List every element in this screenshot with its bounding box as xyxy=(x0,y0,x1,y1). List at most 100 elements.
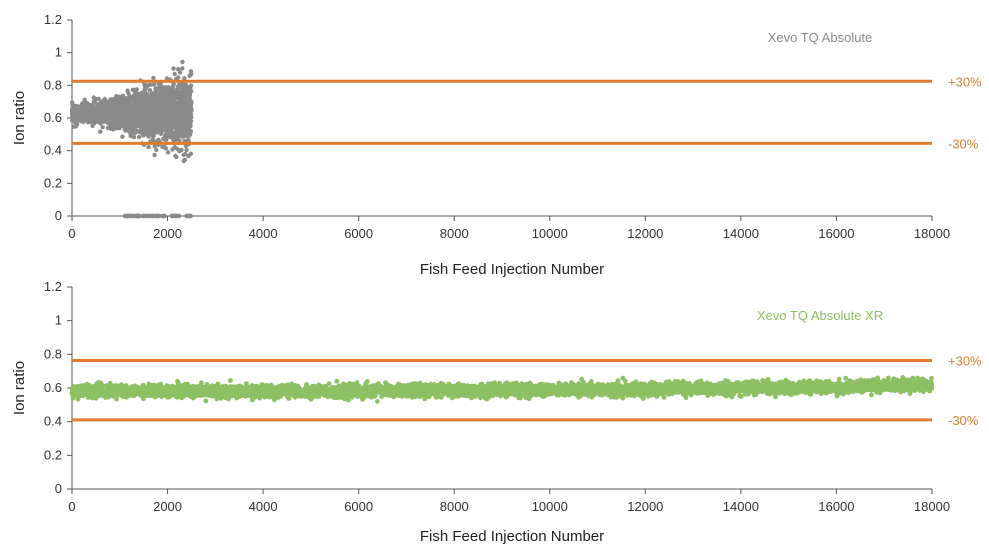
scatter-point xyxy=(148,82,153,88)
scatter-point xyxy=(132,114,137,120)
scatter-point xyxy=(149,213,155,219)
scatter-point xyxy=(127,116,132,121)
scatter-point xyxy=(176,67,181,72)
scatter-point xyxy=(146,134,151,139)
scatter-point xyxy=(105,125,111,131)
scatter-point xyxy=(90,123,95,128)
scatter-point xyxy=(166,101,171,106)
scatter-point xyxy=(70,116,75,121)
chart-panel-bottom: 00.20.40.60.811.20 2000 4000 6000 8000 10000 1… xyxy=(11,279,982,545)
y-tick-label: 0 xyxy=(55,208,62,223)
x-tick-label: 4000 xyxy=(249,499,278,514)
scatter-point xyxy=(109,120,114,125)
scatter-point xyxy=(180,66,185,71)
scatter-point xyxy=(121,95,127,101)
scatter-point xyxy=(108,116,114,121)
scatter-point xyxy=(152,152,157,158)
scatter-point xyxy=(171,138,176,143)
scatter-point xyxy=(114,110,119,116)
y-tick-label: 0.8 xyxy=(44,77,62,92)
scatter-point xyxy=(149,91,155,96)
scatter-point xyxy=(165,150,171,155)
scatter-point xyxy=(167,112,172,117)
scatter-point xyxy=(166,123,171,129)
scatter-point xyxy=(175,118,181,124)
scatter-point xyxy=(173,112,178,117)
x-tick-label: 10000 xyxy=(532,226,568,241)
y-tick-label: 0 xyxy=(55,481,62,496)
y-tick-label: 0.6 xyxy=(44,110,62,125)
x-tick-label: 12000 xyxy=(627,226,663,241)
scatter-point xyxy=(184,147,189,153)
scatter-point xyxy=(181,158,186,164)
scatter-point xyxy=(163,134,168,140)
scatter-point xyxy=(175,105,180,111)
scatter-point xyxy=(186,213,191,219)
x-tick-label: 14000 xyxy=(723,226,759,241)
scatter-point xyxy=(179,147,184,153)
x-tick-label: 16000 xyxy=(818,226,854,241)
scatter-point xyxy=(69,100,75,105)
x-axis-title: Fish Feed Injection Number xyxy=(420,261,604,278)
y-axis-title: Ion ratio xyxy=(11,91,28,145)
x-tick-label: 6000 xyxy=(344,499,373,514)
scatter-point xyxy=(140,213,146,219)
scatter-point xyxy=(93,96,99,102)
scatter-point xyxy=(113,102,118,108)
scatter-point xyxy=(114,98,120,103)
y-tick-label: 0.2 xyxy=(44,447,62,462)
scatter-point xyxy=(173,153,178,159)
scatter-point xyxy=(165,117,170,123)
scatter-point xyxy=(83,113,88,118)
scatter-point xyxy=(101,98,106,104)
scatter-point xyxy=(134,122,139,127)
scatter-point xyxy=(171,100,176,106)
scatter-point xyxy=(93,112,99,117)
scatter-point xyxy=(176,213,182,219)
scatter-point xyxy=(146,120,152,126)
scatter-point xyxy=(136,134,142,140)
scatter-point xyxy=(147,88,153,93)
scatter-point xyxy=(176,127,181,132)
scatter-point xyxy=(184,123,189,128)
scatter-point xyxy=(168,88,174,94)
scatter-point xyxy=(163,128,168,133)
scatter-point xyxy=(85,101,90,106)
y-tick-label: 1 xyxy=(55,45,62,60)
y-axis-title: Ion ratio xyxy=(11,361,28,415)
scatter-point xyxy=(102,115,107,120)
scatter-point xyxy=(180,134,185,139)
scatter-point xyxy=(187,89,192,94)
scatter-point xyxy=(146,144,151,150)
scatter-point xyxy=(166,130,172,136)
y-tick-label: 0.4 xyxy=(44,414,62,429)
scatter-point xyxy=(100,125,105,130)
scatter-point xyxy=(187,118,192,123)
scatter-point xyxy=(159,213,165,219)
scatter-point xyxy=(113,118,119,124)
scatter-point xyxy=(189,106,194,112)
scatter-point xyxy=(117,118,123,123)
scatter-point xyxy=(125,88,130,93)
scatter-point xyxy=(187,73,192,79)
scatter-point xyxy=(173,132,178,137)
scatter-point xyxy=(122,126,127,132)
x-tick-label: 18000 xyxy=(914,226,950,241)
scatter-point xyxy=(163,86,168,92)
scatter-point xyxy=(155,92,160,98)
scatter-point xyxy=(172,145,178,150)
x-tick-label: 8000 xyxy=(440,499,469,514)
scatter-point xyxy=(140,126,145,132)
scatter-point xyxy=(162,107,167,113)
scatter-point xyxy=(131,107,137,112)
x-tick-label: 10000 xyxy=(532,499,568,514)
scatter-point xyxy=(78,115,83,120)
scatter-point xyxy=(182,112,188,117)
x-tick-label: 14000 xyxy=(723,499,759,514)
scatter-point xyxy=(82,97,87,102)
scatter-point xyxy=(117,122,123,127)
scatter-point xyxy=(171,66,176,71)
scatter-point xyxy=(170,105,175,111)
scatter-point xyxy=(181,129,186,134)
